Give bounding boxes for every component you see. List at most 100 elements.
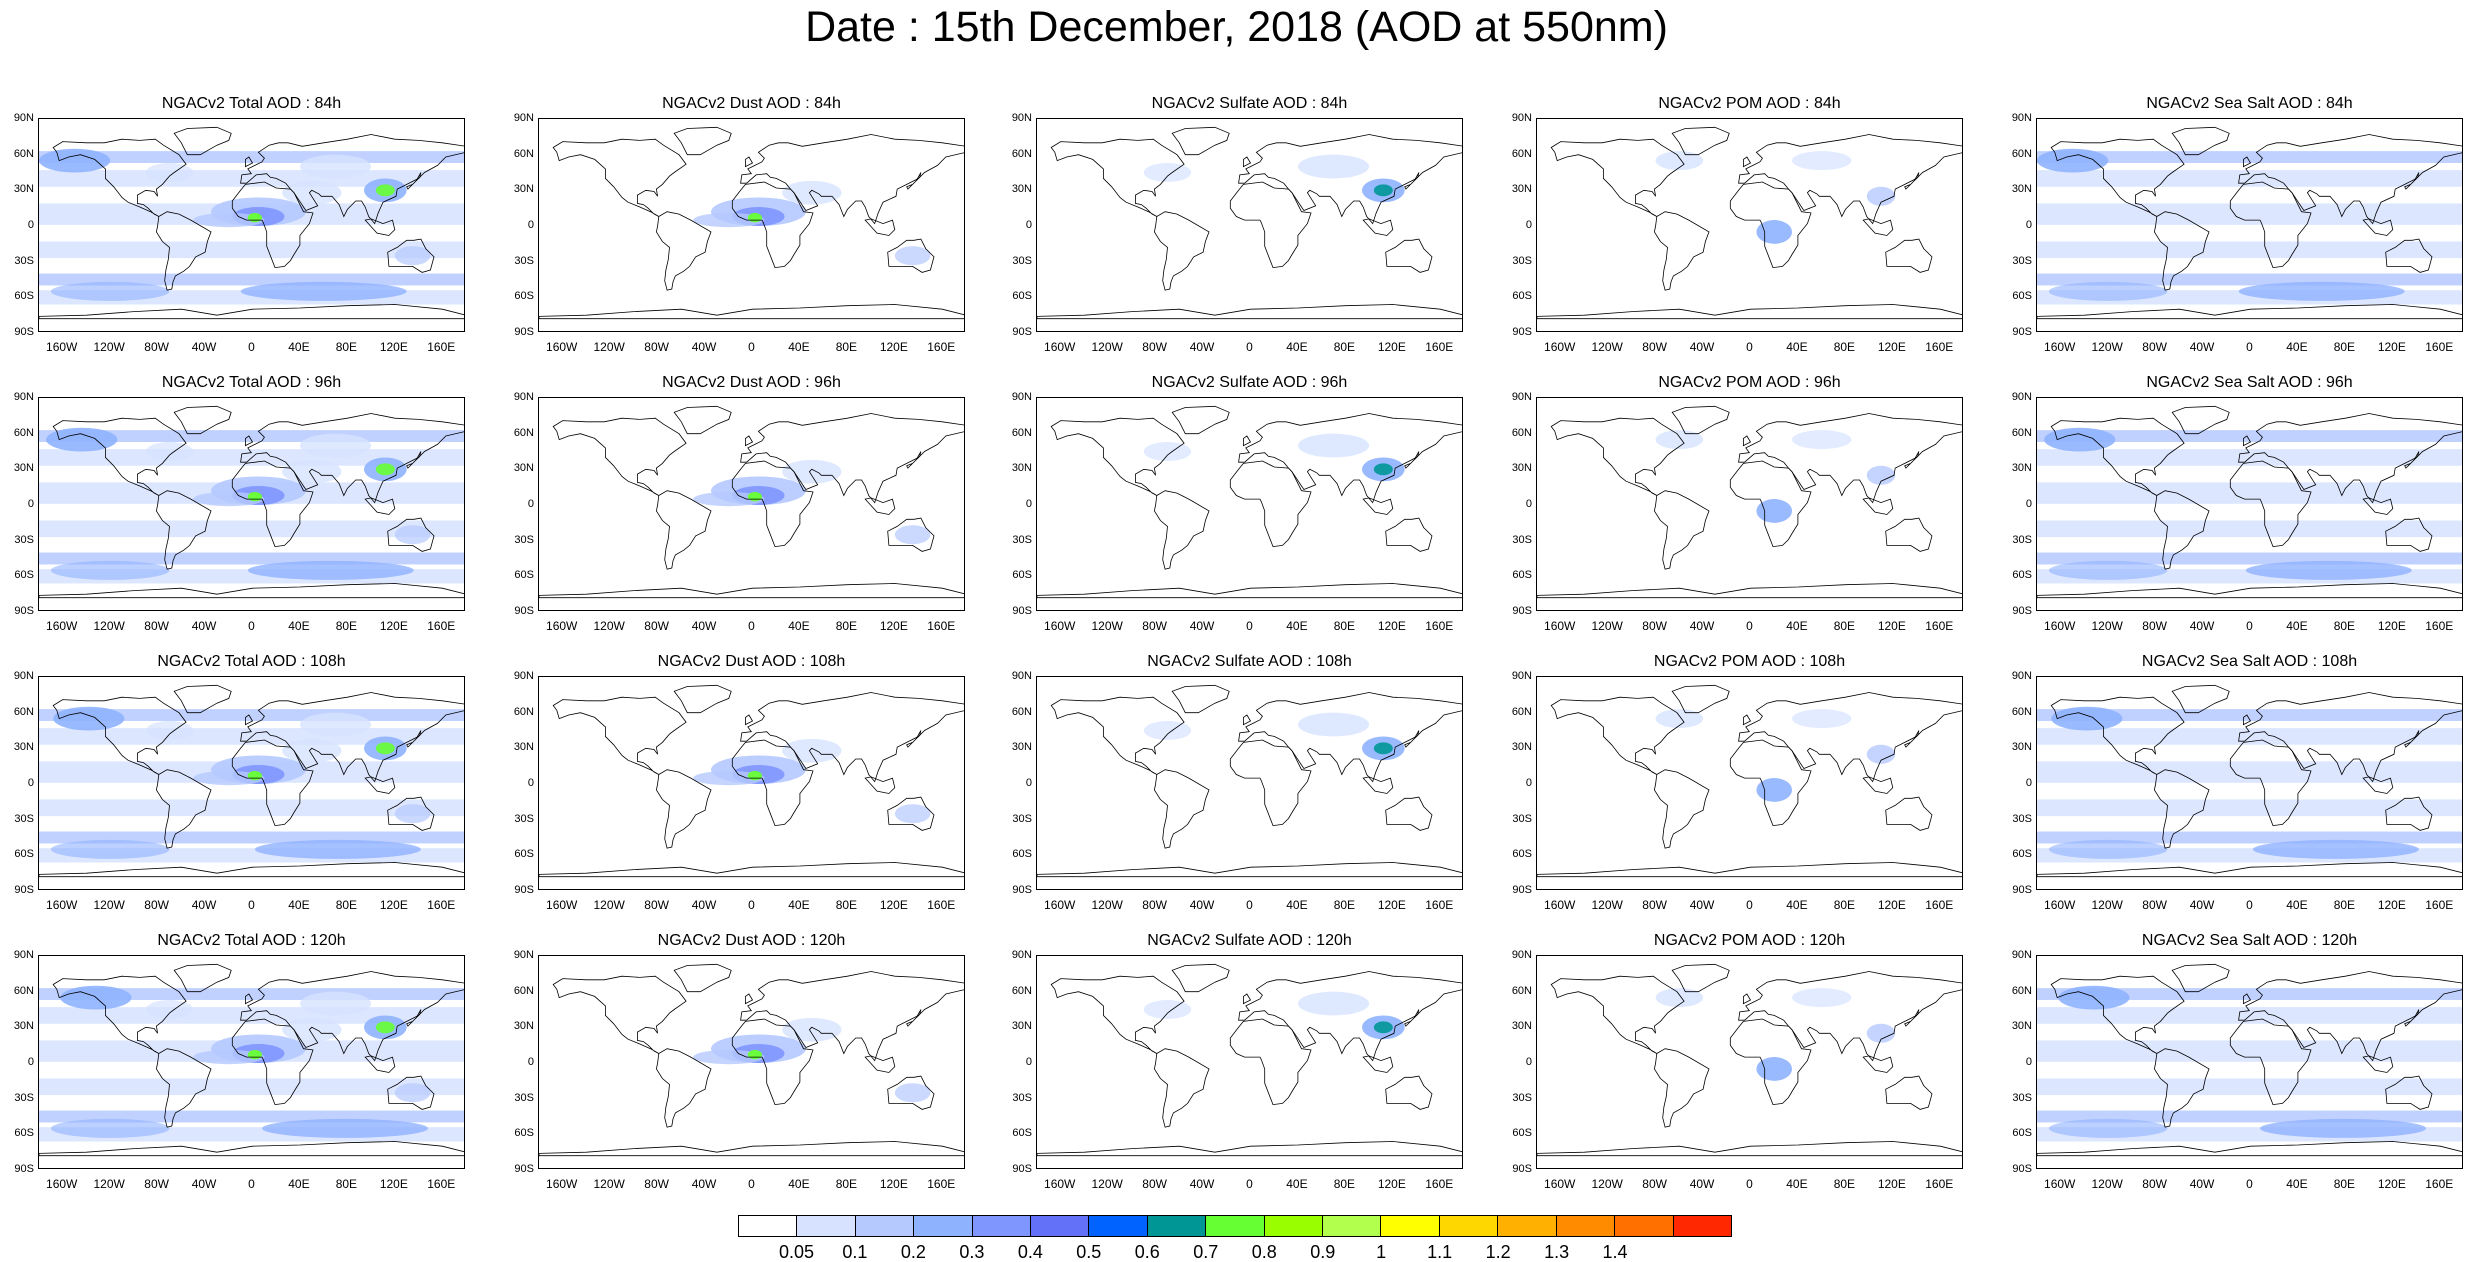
coastline xyxy=(1537,304,1962,320)
coastline xyxy=(2171,963,2230,993)
coastline xyxy=(1653,1048,1710,1128)
lon-tick-label: 40E xyxy=(2286,898,2308,912)
lon-tick-label: 160E xyxy=(927,1177,956,1191)
lon-tick-label: 40W xyxy=(191,619,217,633)
lon-tick-label: 160W xyxy=(2044,619,2076,633)
lon-tick-label: 160W xyxy=(2044,898,2076,912)
coastline xyxy=(1050,138,1185,217)
lat-tick-label: 30S xyxy=(1012,812,1032,825)
lon-tick-label: 160E xyxy=(2425,619,2454,633)
lon-tick-label: 120E xyxy=(2377,619,2406,633)
lat-tick-label: 60N xyxy=(13,984,34,997)
coastline xyxy=(655,490,712,570)
lat-tick-label: 60S xyxy=(514,1127,534,1140)
lon-tick-label: 40E xyxy=(2286,619,2308,633)
lon-tick-label: 80E xyxy=(835,898,858,912)
panel-title: NGACv2 Total AOD : 96h xyxy=(161,374,342,391)
lat-tick-label: 60N xyxy=(1511,984,1532,997)
coastline xyxy=(1743,714,1752,726)
colorbar xyxy=(738,1215,1732,1237)
coastline xyxy=(2229,181,2312,269)
lat-tick-label: 60S xyxy=(1512,290,1532,303)
lon-tick-label: 160W xyxy=(1544,340,1576,354)
map-panel xyxy=(1036,955,1463,1169)
lat-tick-label: 60S xyxy=(514,569,534,582)
lat-tick-label: 90S xyxy=(14,1163,34,1175)
coastline xyxy=(1729,739,1812,827)
lon-tick-label: 40E xyxy=(288,340,310,354)
lat-tick-label: 90S xyxy=(1012,326,1032,338)
coastline xyxy=(231,181,314,269)
lat-tick-label: 0 xyxy=(527,1056,534,1068)
lon-tick-label: 120W xyxy=(93,898,125,912)
map-panel xyxy=(1536,955,1963,1169)
coastline xyxy=(539,862,964,878)
lat-tick-label: 90N xyxy=(13,112,34,124)
map-panel xyxy=(1536,397,1963,611)
coastline xyxy=(2238,692,2462,783)
lat-tick-label: 0 xyxy=(1525,219,1532,231)
coastline xyxy=(552,696,687,775)
aod-field-map xyxy=(1037,963,1462,1157)
coastline xyxy=(1171,963,1230,993)
lon-tick-label: 80W xyxy=(144,1177,169,1191)
lat-tick-label: 30S xyxy=(1512,812,1532,825)
lon-tick-label: 40W xyxy=(1689,619,1715,633)
lat-tick-label: 60S xyxy=(2012,848,2032,861)
coastline xyxy=(2229,739,2312,827)
lon-tick-label: 40W xyxy=(191,1177,217,1191)
lat-tick-label: 30N xyxy=(2011,741,2032,754)
coastline xyxy=(1738,413,1962,504)
coastline xyxy=(1743,435,1752,447)
lat-tick-label: 90N xyxy=(1511,949,1532,961)
coastline xyxy=(673,126,732,156)
lat-tick-label: 0 xyxy=(1025,219,1032,231)
lon-tick-label: 40W xyxy=(1689,898,1715,912)
coastline xyxy=(1243,435,1252,447)
lat-tick-label: 90N xyxy=(513,391,534,403)
lon-tick-label: 0 xyxy=(748,1177,755,1191)
coastline xyxy=(2171,405,2230,435)
lon-tick-label: 120W xyxy=(1591,898,1623,912)
lat-tick-label: 30N xyxy=(513,741,534,754)
coastline xyxy=(673,963,732,993)
lat-tick-label: 90S xyxy=(2012,884,2032,896)
coastline xyxy=(1904,451,1920,469)
lat-tick-label: 30N xyxy=(1511,462,1532,475)
coastline xyxy=(731,739,814,827)
map-panel xyxy=(1536,118,1963,332)
coastline xyxy=(2243,714,2252,726)
coastline xyxy=(2171,126,2230,156)
coastline xyxy=(2385,238,2433,273)
colorbar-tick-label: 0.8 xyxy=(1251,1242,1277,1262)
aod-field-map xyxy=(1037,126,1462,320)
lon-tick-label: 40E xyxy=(1786,898,1808,912)
map-panel xyxy=(38,118,465,332)
lon-tick-label: 0 xyxy=(1746,619,1753,633)
lat-tick-label: 90S xyxy=(2012,605,2032,617)
lat-tick-label: 60N xyxy=(1011,984,1032,997)
lon-tick-label: 80E xyxy=(1833,1177,1856,1191)
lat-tick-label: 0 xyxy=(1025,777,1032,789)
coastline xyxy=(887,238,935,273)
lon-tick-label: 40W xyxy=(2189,619,2215,633)
lon-tick-label: 120E xyxy=(379,340,408,354)
coastline xyxy=(2385,796,2433,831)
colorbar-swatch xyxy=(1031,1216,1090,1236)
coastline xyxy=(39,862,464,878)
coastline xyxy=(2362,1055,2394,1073)
lon-tick-label: 120W xyxy=(1591,340,1623,354)
panel-title: NGACv2 Dust AOD : 96h xyxy=(662,374,841,391)
coastline xyxy=(1404,1009,1420,1027)
lat-tick-label: 90S xyxy=(1512,1163,1532,1175)
lat-tick-label: 30N xyxy=(1011,1020,1032,1033)
lon-tick-label: 160E xyxy=(2425,1177,2454,1191)
lat-tick-label: 90S xyxy=(1512,326,1532,338)
coastline xyxy=(1862,1055,1894,1073)
lon-tick-label: 40E xyxy=(788,340,810,354)
lat-tick-label: 30S xyxy=(14,1091,34,1104)
lat-tick-label: 30N xyxy=(1511,741,1532,754)
coastline xyxy=(552,975,687,1054)
coastline xyxy=(245,993,254,1005)
colorbar-swatch xyxy=(1556,1216,1616,1236)
